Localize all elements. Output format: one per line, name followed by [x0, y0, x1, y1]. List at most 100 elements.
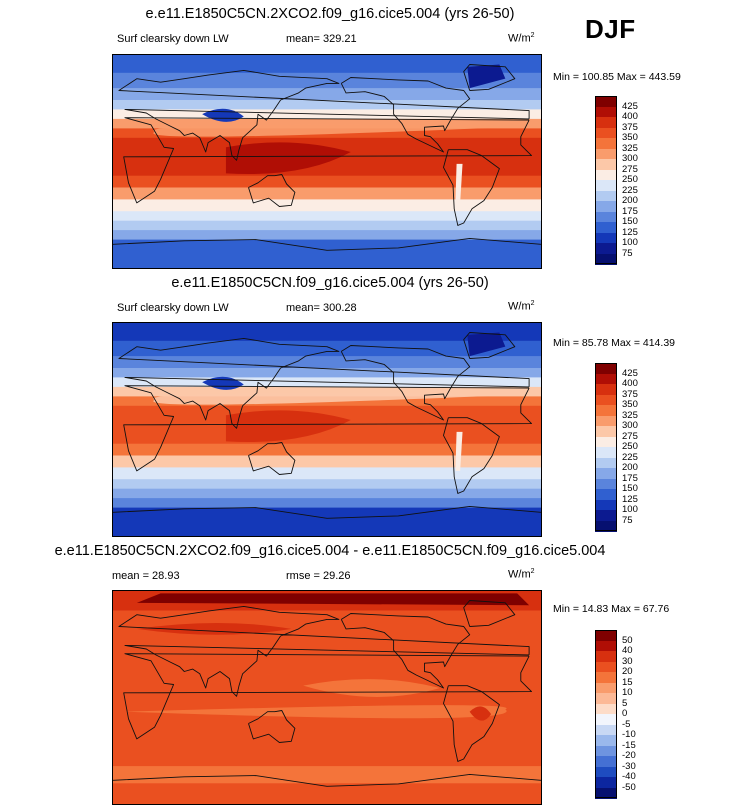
colorbar-tick-label: 275	[622, 163, 638, 175]
colorbar-swatch	[595, 468, 617, 479]
panel3-map	[112, 590, 542, 805]
colorbar-swatch	[595, 222, 617, 233]
colorbar-swatch	[595, 703, 617, 715]
coastline	[463, 332, 516, 359]
panel1-map-field	[113, 55, 541, 268]
panel1-mean: mean= 329.21	[286, 33, 357, 45]
coastline	[118, 605, 530, 697]
colorbar-tick-label: 200	[622, 462, 638, 473]
colorbar-swatch	[595, 232, 617, 244]
colorbar-tick-label: 100	[622, 504, 638, 515]
colorbar-tick-label: 10	[622, 687, 633, 698]
coastline	[443, 685, 500, 762]
panel2-minmax: Min = 85.78 Max = 414.39	[553, 337, 675, 349]
colorbar-swatch	[595, 96, 617, 107]
coastline	[113, 505, 541, 519]
colorbar-swatch	[595, 373, 617, 385]
colorbar-tick-label: 225	[622, 184, 638, 196]
colorbar-swatch	[595, 682, 617, 694]
colorbar-tick-label: 0	[622, 708, 628, 719]
panel2-colorbar	[595, 363, 617, 532]
colorbar-swatch	[595, 787, 617, 799]
panel1-title: e.e11.E1850C5CN.2XCO2.f09_g16.cice5.004 …	[145, 6, 515, 22]
colorbar-swatch	[595, 138, 617, 149]
panel2-mean: mean= 300.28	[286, 302, 357, 314]
colorbar-tick-label: 75	[622, 247, 633, 259]
colorbar-swatch	[595, 127, 617, 139]
panel2-title: e.e11.E1850C5CN.f09_g16.cice5.004 (yrs 2…	[171, 275, 489, 291]
colorbar-swatch	[595, 693, 617, 704]
colorbar-tick-label: 350	[622, 132, 638, 143]
colorbar-swatch	[595, 159, 617, 170]
colorbar-tick-label: 400	[622, 378, 638, 389]
coastline	[123, 653, 532, 740]
colorbar-swatch	[595, 169, 617, 181]
colorbar-tick-label: -20	[622, 750, 636, 761]
colorbar-tick-label: 20	[622, 666, 633, 677]
colorbar-swatch	[595, 724, 617, 736]
colorbar-swatch	[595, 714, 617, 725]
colorbar-swatch	[595, 672, 617, 683]
colorbar-swatch	[595, 640, 617, 652]
colorbar-tick-label: 125	[622, 493, 638, 505]
colorbar-swatch	[595, 756, 617, 767]
colorbar-tick-label: 375	[622, 121, 638, 133]
colorbar-tick-label: 175	[622, 472, 638, 484]
coastline	[463, 64, 516, 91]
coastline	[340, 613, 471, 689]
colorbar-tick-label: 175	[622, 205, 638, 217]
colorbar-swatch	[595, 499, 617, 511]
colorbar-swatch	[595, 630, 617, 641]
colorbar-tick-label: 150	[622, 216, 638, 227]
coastline	[248, 174, 296, 207]
colorbar-swatch	[595, 651, 617, 662]
colorbar-tick-label: 15	[622, 676, 633, 688]
colorbar-tick-label: 125	[622, 226, 638, 238]
colorbar-frame	[595, 363, 617, 531]
colorbar-swatch	[595, 745, 617, 757]
colorbar-tick-label: 50	[622, 634, 633, 646]
colorbar-tick-label: 325	[622, 142, 638, 154]
colorbar-swatch	[595, 394, 617, 406]
panel1-minmax: Min = 100.85 Max = 443.59	[553, 71, 681, 83]
colorbar-tick-label: 225	[622, 451, 638, 463]
colorbar-swatch	[595, 457, 617, 469]
colorbar-tick-label: 375	[622, 388, 638, 400]
panel3-mean: mean = 28.93	[112, 570, 180, 582]
colorbar-tick-label: 300	[622, 420, 638, 431]
coastline	[340, 345, 471, 421]
panel2-variable: Surf clearsky down LW	[117, 302, 229, 314]
colorbar-swatch	[595, 436, 617, 448]
colorbar-frame	[595, 96, 617, 264]
colorbar-tick-label: 300	[622, 153, 638, 164]
coastline	[248, 442, 296, 475]
colorbar-swatch	[595, 363, 617, 374]
colorbar-swatch	[595, 148, 617, 160]
colorbar-tick-label: -40	[622, 771, 636, 782]
colorbar-swatch	[595, 478, 617, 490]
coastline	[118, 69, 530, 161]
coastline	[340, 77, 471, 153]
colorbar-tick-label: 5	[622, 697, 628, 709]
coastline	[118, 337, 530, 429]
season-label: DJF	[585, 14, 636, 44]
panel1-units: W/m2	[508, 32, 535, 45]
colorbar-tick-label: -30	[622, 760, 636, 772]
coastline	[463, 600, 516, 627]
colorbar-swatch	[595, 117, 617, 128]
colorbar-tick-label: 250	[622, 441, 638, 452]
colorbar-frame	[595, 630, 617, 798]
panel3-map-field	[113, 591, 541, 804]
colorbar-tick-label: 250	[622, 174, 638, 185]
panel1-variable: Surf clearsky down LW	[117, 33, 229, 45]
colorbar-tick-label: 40	[622, 645, 633, 656]
colorbar-tick-label: 75	[622, 514, 633, 526]
panel1-map	[112, 54, 542, 269]
colorbar-swatch	[595, 735, 617, 746]
panel1-colorbar	[595, 96, 617, 265]
panel3-title: e.e11.E1850C5CN.2XCO2.f09_g16.cice5.004 …	[54, 543, 606, 559]
coastline	[443, 417, 500, 494]
panel3-rmse: rmse = 29.26	[286, 570, 351, 582]
colorbar-tick-label: -50	[622, 781, 636, 793]
colorbar-swatch	[595, 777, 617, 788]
